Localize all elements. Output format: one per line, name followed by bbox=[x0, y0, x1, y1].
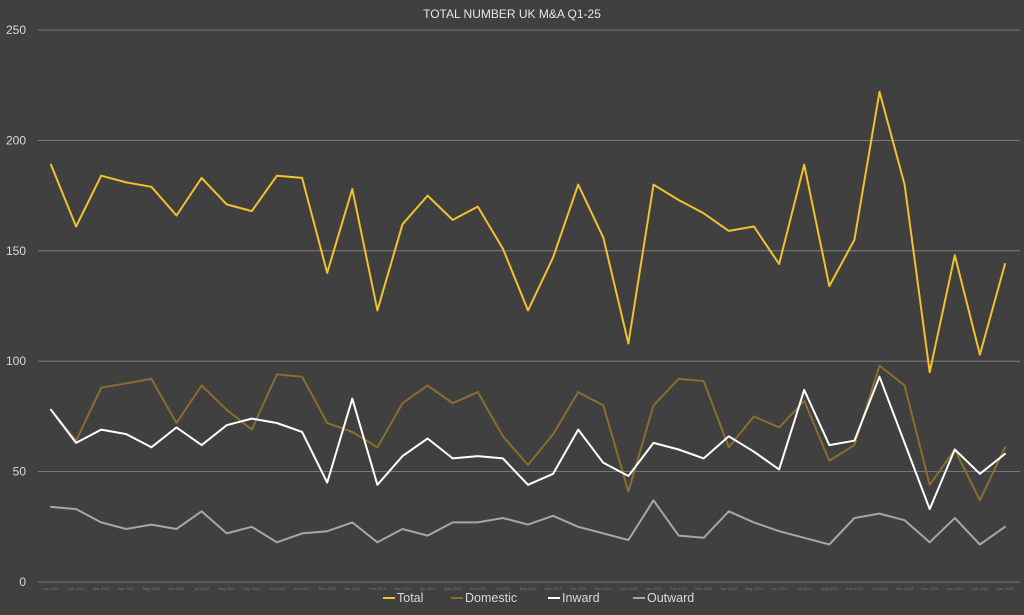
y-tick-label: 0 bbox=[19, 575, 26, 589]
x-tick-label: Apr 2022 bbox=[118, 586, 135, 591]
x-tick-label: Mar 2025 bbox=[997, 586, 1015, 591]
y-tick-label: 200 bbox=[6, 133, 26, 147]
x-tick-label: Jul 2024 bbox=[797, 586, 813, 591]
legend-label-domestic: Domestic bbox=[465, 591, 517, 605]
y-tick-label: 250 bbox=[6, 23, 26, 37]
x-tick-label: Aug 2022 bbox=[218, 586, 236, 591]
x-tick-label: Nov 2024 bbox=[896, 586, 914, 591]
x-tick-label: May 2022 bbox=[143, 586, 161, 591]
x-tick-label: Feb 2025 bbox=[971, 586, 989, 591]
x-tick-label: Jan 2024 bbox=[645, 586, 662, 591]
x-tick-label: Dec 2024 bbox=[921, 586, 939, 591]
x-tick-label: Jan 2022 bbox=[43, 586, 60, 591]
x-tick-label: Jul 2023 bbox=[495, 586, 511, 591]
gridlines bbox=[38, 29, 1020, 583]
x-tick-label: Apr 2024 bbox=[721, 586, 738, 591]
legend-label-outward: Outward bbox=[647, 591, 694, 605]
x-tick-label: Oct 2024 bbox=[871, 586, 888, 591]
x-tick-label: Jan 2023 bbox=[344, 586, 361, 591]
x-tick-label: Sep 2023 bbox=[545, 586, 563, 591]
x-tick-label: May 2023 bbox=[444, 586, 462, 591]
x-tick-label: Oct 2023 bbox=[570, 586, 587, 591]
x-tick-label: Jun 2022 bbox=[168, 586, 185, 591]
x-tick-label: Jun 2024 bbox=[771, 586, 788, 591]
x-tick-label: Feb 2022 bbox=[68, 586, 86, 591]
legend-label-total: Total bbox=[397, 591, 423, 605]
x-tick-label: Mar 2024 bbox=[695, 586, 713, 591]
x-tick-label: Apr 2023 bbox=[419, 586, 436, 591]
x-axis-ticks: Jan 2022 Feb 2022 Mar 2022 Apr 2022 May 2022… bbox=[43, 586, 1014, 591]
x-tick-label: Feb 2024 bbox=[670, 586, 688, 591]
x-tick-label: Jan 2025 bbox=[947, 586, 964, 591]
y-axis-ticks: 0 50 100 150 200 250 bbox=[6, 23, 26, 589]
x-tick-label: May 2024 bbox=[745, 586, 763, 591]
x-tick-label: Nov 2023 bbox=[595, 586, 613, 591]
series-line-outward bbox=[50, 499, 1006, 546]
x-tick-label: Jul 2022 bbox=[194, 586, 210, 591]
y-tick-label: 50 bbox=[13, 465, 27, 479]
y-tick-label: 100 bbox=[6, 354, 26, 368]
series-lines bbox=[50, 90, 1006, 546]
x-tick-label: Feb 2023 bbox=[369, 586, 387, 591]
legend-label-inward: Inward bbox=[562, 591, 600, 605]
x-tick-label: Jun 2023 bbox=[470, 586, 487, 591]
series-line-domestic bbox=[50, 364, 1006, 502]
x-tick-label: Aug 2024 bbox=[821, 586, 839, 591]
x-tick-label: Dec 2022 bbox=[319, 586, 337, 591]
x-tick-label: Dec 2023 bbox=[620, 586, 638, 591]
x-tick-label: Oct 2022 bbox=[269, 586, 286, 591]
x-tick-label: Sep 2024 bbox=[846, 586, 864, 591]
x-tick-label: Aug 2023 bbox=[519, 586, 537, 591]
legend: Total Domestic Inward Outward bbox=[383, 591, 694, 605]
x-tick-label: Mar 2022 bbox=[93, 586, 111, 591]
series-line-inward bbox=[50, 375, 1006, 511]
chart-title: TOTAL NUMBER UK M&A Q1-25 bbox=[423, 7, 601, 21]
series-line-total bbox=[50, 90, 1006, 374]
x-tick-label: Mar 2023 bbox=[394, 586, 412, 591]
y-tick-label: 150 bbox=[6, 244, 26, 258]
x-tick-label: Sep 2022 bbox=[243, 586, 261, 591]
x-tick-label: Nov 2022 bbox=[293, 586, 311, 591]
